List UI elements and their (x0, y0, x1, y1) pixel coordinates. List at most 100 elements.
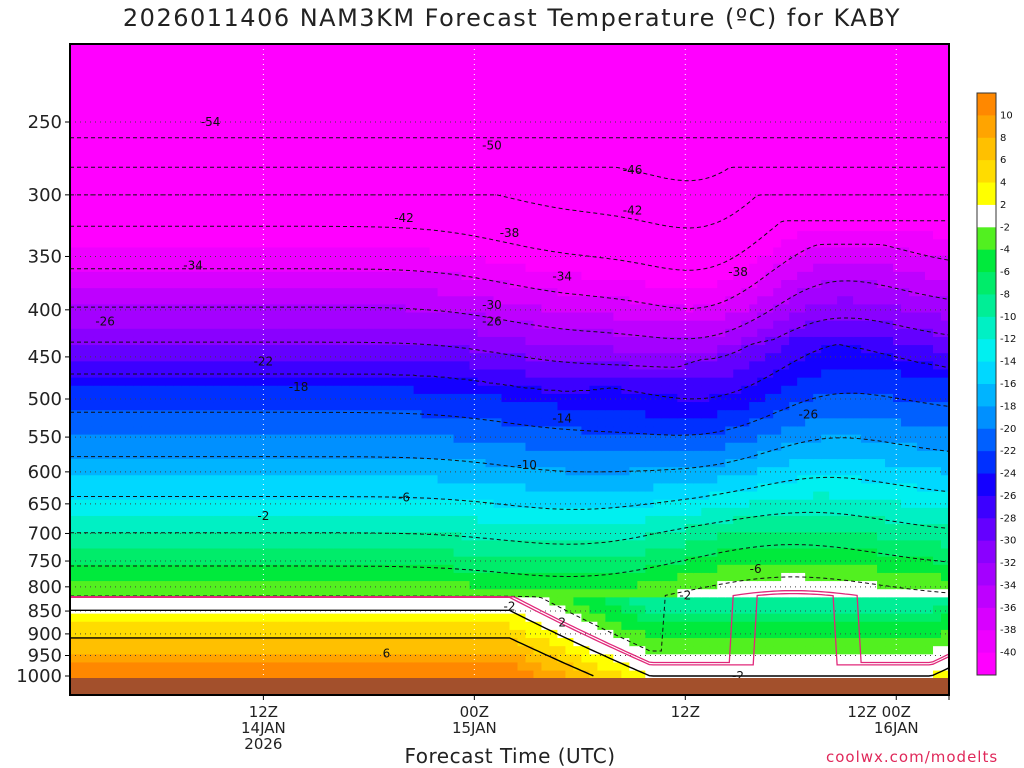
temperature-cell (445, 109, 455, 118)
temperature-cell (269, 361, 279, 371)
temperature-cell (341, 426, 351, 436)
temperature-cell (325, 418, 335, 428)
temperature-cell (141, 68, 151, 78)
temperature-cell (237, 312, 247, 322)
temperature-cell (469, 328, 479, 338)
temperature-cell (373, 68, 383, 78)
temperature-cell (365, 76, 375, 86)
temperature-cell (429, 459, 439, 468)
temperature-cell (549, 206, 559, 216)
temperature-cell (469, 336, 479, 346)
temperature-cell (77, 491, 87, 501)
temperature-cell (341, 92, 351, 102)
temperature-cell (77, 418, 87, 428)
temperature-cell (109, 239, 119, 249)
temperature-cell (157, 117, 167, 126)
temperature-cell (189, 279, 199, 289)
temperature-cell (141, 589, 151, 598)
temperature-cell (205, 475, 215, 485)
temperature-cell (85, 361, 95, 371)
temperature-cell (437, 84, 447, 94)
temperature-cell (445, 556, 455, 566)
temperature-cell (333, 84, 343, 94)
temperature-cell (117, 621, 127, 631)
temperature-cell (469, 68, 479, 78)
temperature-cell (325, 361, 335, 371)
temperature-cell (413, 182, 423, 192)
temperature-cell (70, 288, 79, 297)
temperature-cell (421, 231, 431, 240)
temperature-cell (525, 353, 535, 362)
temperature-cell (557, 100, 567, 110)
temperature-cell (221, 483, 231, 493)
temperature-cell (413, 190, 423, 200)
temperature-cell (269, 418, 279, 428)
temperature-cell (541, 393, 551, 403)
temperature-cell (541, 231, 551, 240)
temperature-cell (253, 540, 263, 550)
temperature-cell (149, 629, 159, 639)
temperature-cell (309, 662, 319, 672)
temperature-cell (541, 402, 551, 411)
temperature-cell (445, 442, 455, 452)
temperature-cell (325, 206, 335, 216)
temperature-cell (197, 532, 207, 541)
temperature-cell (349, 320, 359, 330)
temperature-cell (141, 166, 151, 175)
temperature-cell (205, 174, 215, 183)
temperature-cell (333, 60, 343, 70)
temperature-cell (157, 263, 167, 273)
temperature-cell (125, 76, 135, 86)
temperature-cell (469, 589, 479, 598)
temperature-cell (77, 353, 87, 362)
temperature-cell (269, 174, 279, 183)
temperature-cell (349, 434, 359, 444)
temperature-cell (405, 418, 415, 428)
temperature-cell (101, 450, 111, 460)
temperature-cell (70, 491, 79, 501)
temperature-cell (133, 125, 143, 135)
temperature-cell (165, 231, 175, 240)
temperature-cell (549, 239, 559, 249)
temperature-cell (429, 279, 439, 289)
temperature-cell (205, 491, 215, 501)
temperature-cell (245, 491, 255, 501)
temperature-cell (277, 239, 287, 249)
temperature-cell (341, 255, 351, 265)
temperature-cell (85, 214, 95, 224)
temperature-cell (261, 117, 271, 126)
temperature-cell (269, 524, 279, 533)
temperature-cell (213, 141, 223, 151)
temperature-cell (229, 247, 239, 257)
temperature-cell (205, 613, 215, 623)
temperature-cell (397, 296, 407, 305)
temperature-cell (565, 125, 575, 135)
temperature-cell (461, 581, 471, 590)
temperature-cell (557, 434, 567, 444)
temperature-cell (269, 100, 279, 110)
temperature-cell (173, 141, 183, 151)
temperature-cell (285, 385, 295, 395)
temperature-cell (141, 361, 151, 371)
temperature-cell (461, 353, 471, 362)
temperature-cell (109, 434, 119, 444)
temperature-cell (469, 654, 479, 664)
temperature-cell (501, 353, 511, 362)
temperature-cell (301, 491, 311, 501)
temperature-cell (253, 320, 263, 330)
temperature-cell (77, 255, 87, 265)
temperature-cell (269, 670, 279, 680)
temperature-cell (509, 239, 519, 249)
temperature-cell (141, 654, 151, 664)
temperature-cell (133, 491, 143, 501)
temperature-cell (189, 369, 199, 379)
temperature-cell (477, 670, 487, 680)
temperature-cell (365, 312, 375, 322)
temperature-cell (557, 491, 567, 501)
temperature-cell (197, 491, 207, 501)
temperature-cell (109, 459, 119, 468)
temperature-cell (117, 214, 127, 224)
temperature-cell (149, 426, 159, 436)
temperature-cell (101, 385, 111, 395)
temperature-cell (485, 613, 495, 623)
